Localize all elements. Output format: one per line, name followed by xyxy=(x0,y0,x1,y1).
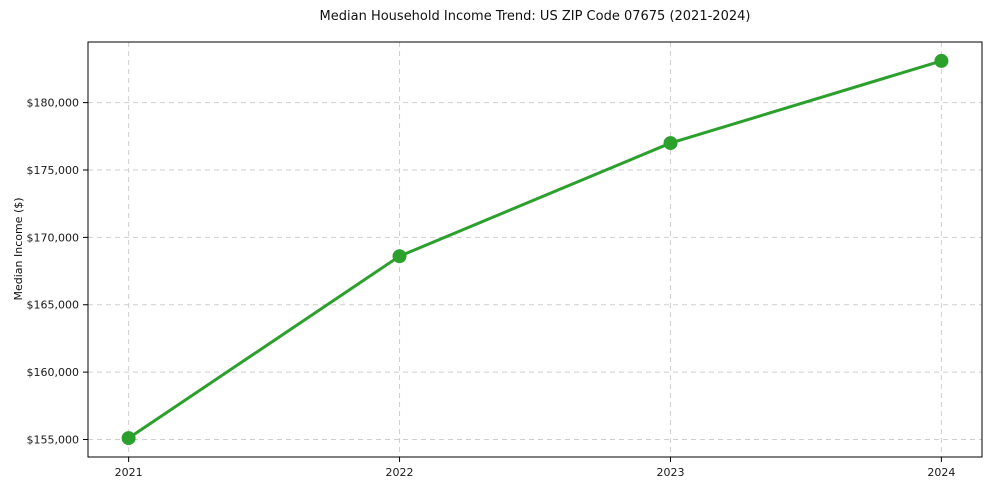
y-tick-label: $165,000 xyxy=(27,299,80,312)
y-tick-label: $170,000 xyxy=(27,231,80,244)
y-tick-label: $175,000 xyxy=(27,164,80,177)
y-tick-label: $160,000 xyxy=(27,366,80,379)
data-point-marker xyxy=(392,249,407,264)
x-tick-label: 2023 xyxy=(656,466,684,479)
x-tick-label: 2024 xyxy=(927,466,955,479)
data-point-marker xyxy=(934,53,949,68)
x-tick-label: 2021 xyxy=(115,466,143,479)
chart-title: Median Household Income Trend: US ZIP Co… xyxy=(319,9,751,24)
y-tick-label: $180,000 xyxy=(27,97,80,110)
data-point-marker xyxy=(663,136,678,151)
data-point-marker xyxy=(121,431,136,446)
income-trend-line xyxy=(127,59,943,440)
y-tick-label: $155,000 xyxy=(27,433,80,446)
x-tick-label: 2022 xyxy=(386,466,414,479)
plot-border xyxy=(87,41,983,458)
